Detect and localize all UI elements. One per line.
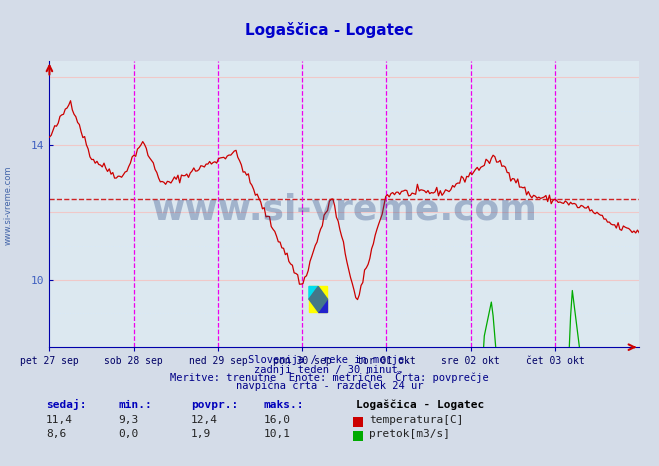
Text: 8,6: 8,6 — [46, 429, 67, 439]
Text: Logaščica - Logatec: Logaščica - Logatec — [245, 22, 414, 38]
Polygon shape — [309, 287, 318, 299]
Text: zadnji teden / 30 minut.: zadnji teden / 30 minut. — [254, 365, 405, 375]
Text: 10,1: 10,1 — [264, 429, 291, 439]
Text: Logaščica - Logatec: Logaščica - Logatec — [356, 399, 484, 410]
Text: 1,9: 1,9 — [191, 429, 212, 439]
Text: maks.:: maks.: — [264, 400, 304, 410]
Polygon shape — [318, 299, 328, 312]
Text: 16,0: 16,0 — [264, 415, 291, 425]
Text: Meritve: trenutne  Enote: metrične  Črta: povprečje: Meritve: trenutne Enote: metrične Črta: … — [170, 371, 489, 383]
Text: www.si-vreme.com: www.si-vreme.com — [152, 192, 537, 226]
Bar — [309, 287, 328, 312]
Text: pretok[m3/s]: pretok[m3/s] — [369, 429, 450, 439]
Polygon shape — [309, 287, 328, 312]
Text: min.:: min.: — [119, 400, 152, 410]
Text: 9,3: 9,3 — [119, 415, 139, 425]
Text: sedaj:: sedaj: — [46, 399, 86, 410]
Text: 11,4: 11,4 — [46, 415, 73, 425]
Text: povpr.:: povpr.: — [191, 400, 239, 410]
Text: 12,4: 12,4 — [191, 415, 218, 425]
Text: 0,0: 0,0 — [119, 429, 139, 439]
Text: temperatura[C]: temperatura[C] — [369, 415, 463, 425]
Text: Slovenija / reke in morje.: Slovenija / reke in morje. — [248, 356, 411, 365]
Text: www.si-vreme.com: www.si-vreme.com — [3, 165, 13, 245]
Text: navpična črta - razdelek 24 ur: navpična črta - razdelek 24 ur — [236, 381, 423, 391]
